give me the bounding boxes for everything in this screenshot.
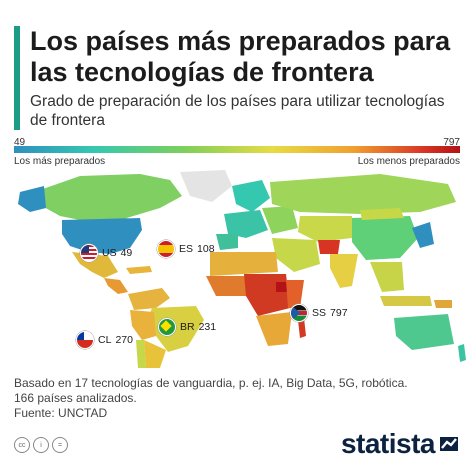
southern-africa-region xyxy=(256,312,292,346)
chile-region xyxy=(136,340,146,368)
korea-japan-region xyxy=(412,222,434,248)
callout-ss-code: SS xyxy=(312,307,327,319)
greenland-region xyxy=(180,170,232,202)
middle-east-region xyxy=(272,238,320,272)
north-africa-region xyxy=(210,252,278,276)
peru-bolivia-region xyxy=(130,310,156,340)
central-africa-region xyxy=(244,274,290,316)
callout-cl: CL 270 xyxy=(76,331,133,349)
canada-region xyxy=(40,174,182,222)
page-title: Los países más preparados para las tecno… xyxy=(30,26,451,87)
venezuela-colombia-region xyxy=(128,288,170,310)
callout-ss: SS 797 xyxy=(290,304,348,322)
australia-region xyxy=(394,314,454,350)
brazil-region xyxy=(148,306,204,352)
callout-us-value: 49 xyxy=(120,247,133,259)
chile-flag-icon xyxy=(76,331,94,349)
scale-min-value: 49 xyxy=(14,137,26,148)
footer-notes: Basado en 17 tecnologías de vanguardia, … xyxy=(14,376,454,421)
eastern-europe-region xyxy=(262,206,298,234)
mongolia-region xyxy=(360,208,404,220)
no-derivatives-icon[interactable]: = xyxy=(52,437,68,453)
scale-right-label: Los menos preparados xyxy=(357,156,460,167)
us-flag-icon xyxy=(80,244,98,262)
spain-flag-icon xyxy=(157,240,175,258)
callout-us-code: US xyxy=(102,247,117,259)
alaska-region xyxy=(18,186,46,212)
license-icons: cc i = xyxy=(14,437,68,453)
south-sudan-flag-icon xyxy=(290,304,308,322)
statista-logo[interactable]: statista xyxy=(341,428,460,460)
callout-es: ES 108 xyxy=(157,240,215,258)
new-zealand-region xyxy=(458,344,466,362)
callout-cl-value: 270 xyxy=(115,334,133,346)
central-asia-region xyxy=(298,216,352,242)
papua-region xyxy=(434,300,452,308)
callout-br-code: BR xyxy=(180,321,195,333)
callout-ss-value: 797 xyxy=(330,307,348,319)
caribbean-region xyxy=(126,266,152,274)
world-map xyxy=(18,170,466,368)
argentina-region xyxy=(144,340,166,368)
brazil-flag-icon xyxy=(158,318,176,336)
color-scale-bar xyxy=(14,146,460,153)
page-subtitle: Grado de preparación de los países para … xyxy=(30,93,445,129)
statista-wordmark: statista xyxy=(340,428,436,459)
callout-es-code: ES xyxy=(179,243,194,255)
callout-br: BR 231 xyxy=(158,318,216,336)
east-africa-region xyxy=(286,280,304,308)
indonesia-region xyxy=(380,296,432,306)
footer-source: Fuente: UNCTAD xyxy=(14,406,108,420)
scale-left-label: Los más preparados xyxy=(14,156,106,167)
madagascar-region xyxy=(298,318,306,338)
afghanistan-region xyxy=(318,240,340,254)
statista-logo-icon xyxy=(440,437,458,451)
scandinavia-region xyxy=(232,180,270,212)
callout-us: US 49 xyxy=(80,244,132,262)
scale-max-value: 797 xyxy=(443,137,460,148)
russia-region xyxy=(270,174,456,214)
callout-es-value: 108 xyxy=(197,243,215,255)
callout-cl-code: CL xyxy=(98,334,112,346)
iberia-region xyxy=(216,234,238,250)
footer-note-line2: 166 países analizados. xyxy=(14,391,137,405)
creative-commons-icon[interactable]: cc xyxy=(14,437,30,453)
west-africa-region xyxy=(206,276,246,296)
central-america-region xyxy=(104,278,128,294)
attribution-icon[interactable]: i xyxy=(33,437,49,453)
callout-br-value: 231 xyxy=(198,321,217,333)
footer-note-line1: Basado en 17 tecnologías de vanguardia, … xyxy=(14,376,408,390)
india-region xyxy=(330,254,358,288)
southeast-asia-region xyxy=(370,262,404,292)
china-region xyxy=(352,216,418,260)
title-accent-bar xyxy=(14,26,20,130)
western-europe-region xyxy=(224,210,268,238)
